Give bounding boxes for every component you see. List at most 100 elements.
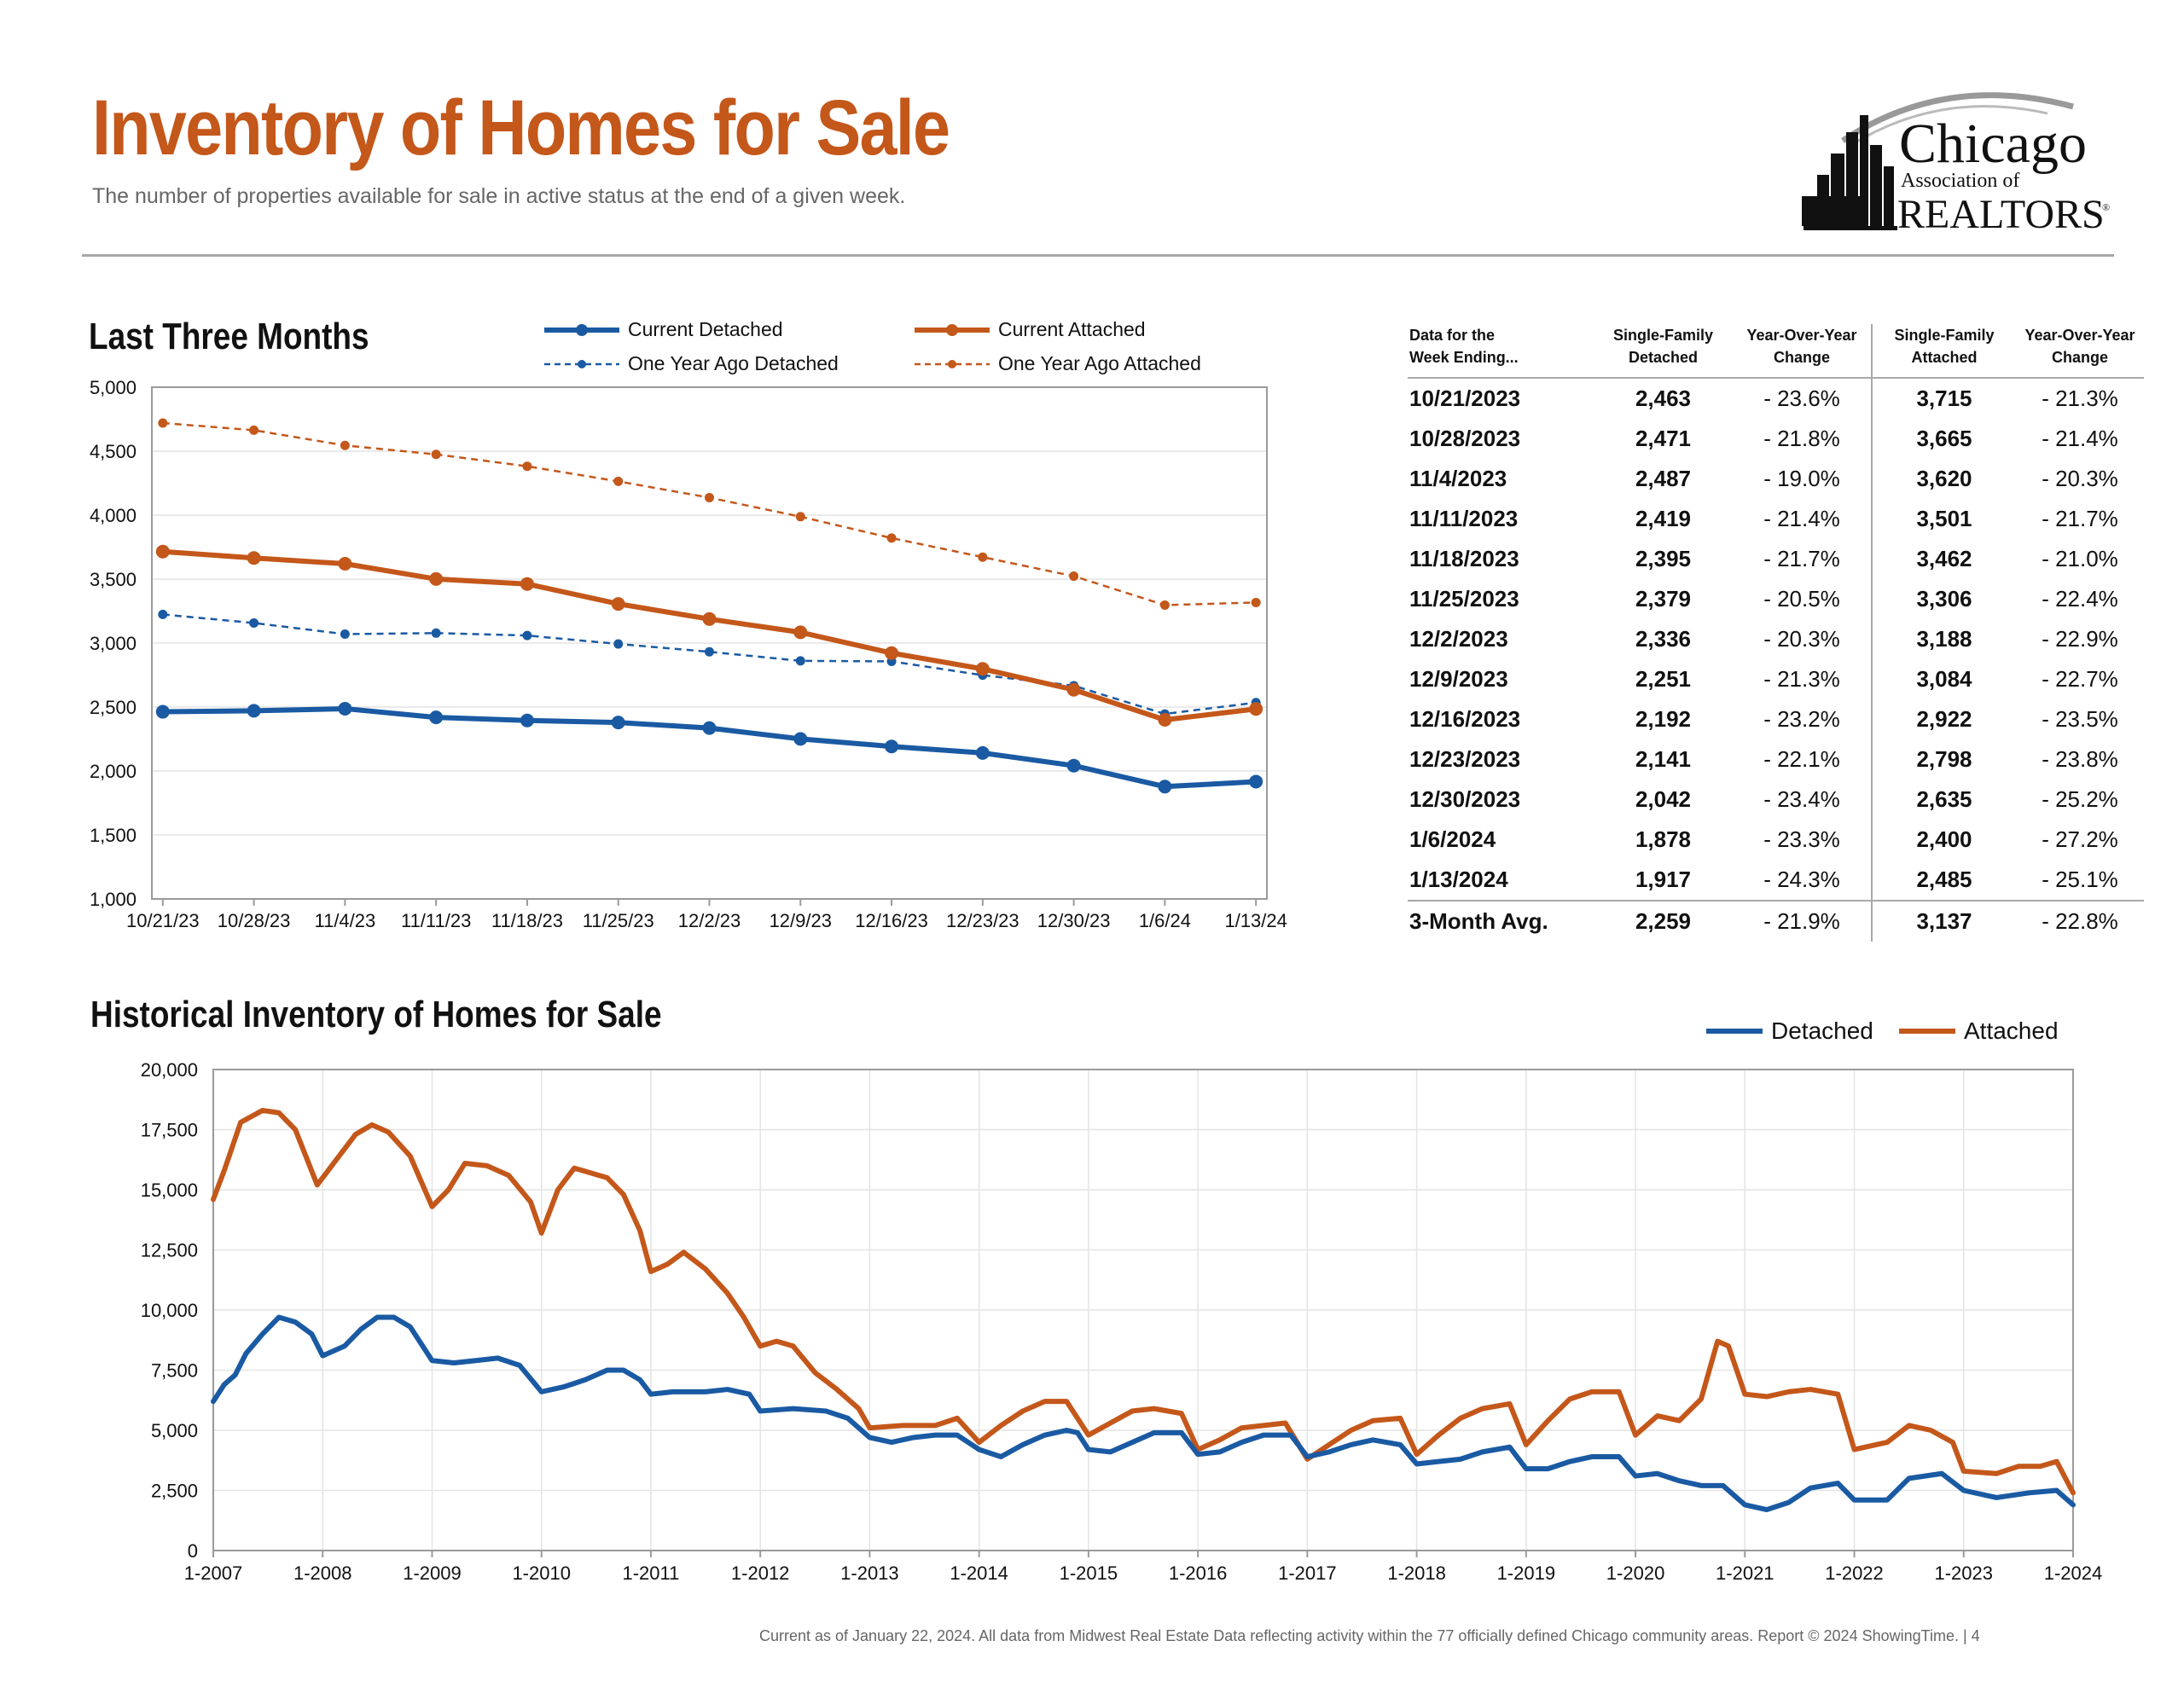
table-cell: - 23.3% [1763, 826, 1840, 852]
table-header-text: Year-Over-Year [1746, 327, 1857, 344]
table-cell: 2,259 [1589, 900, 1738, 942]
footnote: Current as of January 22, 2024. All data… [759, 1627, 1980, 1644]
data-point [1249, 702, 1263, 716]
table-cell: - 23.5% [2042, 706, 2118, 732]
legend-year-ago-detached: One Year Ago Detached [543, 352, 839, 375]
table-cell: - 21.4% [2042, 426, 2118, 451]
legend-current-attached-swatch [915, 323, 990, 336]
x-tick-label: 11/11/23 [401, 910, 471, 931]
table-cell: - 22.8% [2016, 900, 2144, 942]
logo-line2: Association of [1901, 170, 2019, 192]
data-point [975, 745, 990, 760]
series-line-4 [162, 421, 1257, 606]
table-average-row: 3-Month Avg. 2,259- 21.9% 3,137- 22.8% [1408, 900, 2144, 942]
data-point [1249, 774, 1263, 789]
series-line-1 [162, 705, 1257, 790]
data-point [522, 630, 532, 641]
x-tick-label: 1-2016 [1169, 1562, 1228, 1584]
legend-current-attached: Current Attached [913, 318, 1146, 341]
data-point [429, 710, 444, 725]
table-cell: 2,419 [1635, 506, 1692, 531]
table-cell: - 21.4% [1763, 506, 1840, 531]
table-cell: 11/18/2023 [1409, 546, 1519, 571]
logo-line3: REALTORS [1897, 192, 2105, 237]
table-cell: - 21.0% [2042, 546, 2118, 571]
table-header-text: Single-Family [1612, 327, 1714, 344]
x-tick-label: 1-2020 [1606, 1562, 1665, 1584]
data-point [795, 656, 805, 666]
table-cell: 2,141 [1635, 746, 1692, 772]
x-tick-label: 1-2014 [950, 1562, 1008, 1584]
table-header-cell: Year-Over-Year Change [2016, 324, 2144, 379]
x-tick-label: 12/23/23 [946, 910, 1019, 931]
series-line-attached [211, 1107, 2076, 1496]
table-cell: - 23.8% [2042, 746, 2118, 772]
table-row: 1/13/2024 1,917 - 24.3% 2,485 - 25.1% [1408, 860, 2144, 901]
table-cell: 3,715 [1871, 378, 2016, 419]
data-point [975, 662, 990, 676]
data-point [885, 646, 899, 660]
y-tick-label: 12,500 [141, 1240, 198, 1261]
y-tick-label: 2,500 [90, 697, 136, 718]
data-point [1251, 597, 1261, 607]
x-tick-label: 1-2009 [403, 1562, 462, 1584]
data-point [613, 476, 624, 486]
table-cell: - 23.2% [1763, 706, 1840, 732]
data-point [705, 646, 714, 657]
page-title: Inventory of Homes for Sale [92, 84, 950, 171]
table-header-cell: Year-Over-Year Change [1738, 324, 1872, 379]
x-tick-label: 1/6/24 [1139, 910, 1191, 931]
historical-chart: 0 2,500 5,000 7,500 10,000 12,500 15,000 17,500… [141, 1059, 2103, 1584]
x-tick-label: 1-2015 [1060, 1562, 1118, 1584]
table-cell: 3,462 [1871, 539, 2016, 579]
data-point [613, 639, 624, 649]
legend-current-detached-label: Current Detached [628, 318, 783, 340]
table-cell: - 24.3% [1763, 867, 1840, 892]
y-tick-label: 7,500 [151, 1360, 198, 1382]
table-header-text: Detached [1628, 349, 1699, 366]
table-header-cell: Single-Family Attached [1871, 324, 2016, 379]
table-header-text: Change [2051, 349, 2108, 366]
data-point [793, 732, 808, 746]
table-cell: 3,188 [1871, 619, 2016, 659]
table-cell: 2,379 [1635, 586, 1692, 612]
plot-frame [212, 1069, 2074, 1551]
table-cell: - 22.1% [1763, 746, 1840, 772]
table-row: 11/11/2023 2,419 - 21.4% 3,501 - 21.7% [1408, 499, 2144, 539]
table-cell: - 19.0% [1763, 466, 1840, 491]
data-point [155, 704, 170, 719]
y-tick-label: 1,500 [90, 825, 136, 846]
table-cell: - 21.8% [1763, 426, 1840, 451]
chicago-realtors-logo: Chicago Association of REALTORS ® [1802, 92, 2110, 237]
legend-year-ago-attached-label: One Year Ago Attached [998, 352, 1201, 374]
table-cell: 3,137 [1871, 900, 2016, 942]
table-header-cell: Single-Family Detached [1589, 324, 1738, 379]
table-cell: - 22.9% [2042, 626, 2118, 652]
data-point [702, 612, 717, 626]
data-point [520, 577, 534, 591]
table-cell: 1,878 [1635, 826, 1692, 852]
table-cell: - 23.6% [1763, 386, 1840, 411]
data-point [978, 552, 988, 562]
x-tick-label: 1/13/24 [1224, 910, 1287, 931]
table-header-text: Single-Family [1894, 327, 1995, 344]
data-point [520, 713, 534, 728]
series-line-detached [211, 1314, 2076, 1513]
legend-attached-label: Attached [1964, 1017, 2059, 1044]
y-tick-label: 17,500 [141, 1120, 198, 1141]
data-point [249, 425, 259, 435]
table-cell: - 25.1% [2042, 867, 2118, 892]
x-tick-label: 1-2007 [184, 1562, 243, 1584]
x-tick-label: 1-2019 [1497, 1562, 1556, 1584]
table-cell: 2,251 [1635, 666, 1692, 692]
table-cell: - 20.5% [1763, 586, 1840, 612]
legend-detached: Detached [1705, 1017, 1873, 1045]
data-point [158, 418, 168, 428]
x-tick-label: 1-2021 [1716, 1562, 1774, 1584]
data-point [247, 551, 261, 565]
data-point [705, 492, 714, 502]
x-tick-label: 1-2017 [1278, 1562, 1337, 1584]
y-tick-label: 4,500 [90, 441, 136, 462]
table-cell: 2,395 [1635, 546, 1692, 571]
data-point [340, 629, 350, 639]
